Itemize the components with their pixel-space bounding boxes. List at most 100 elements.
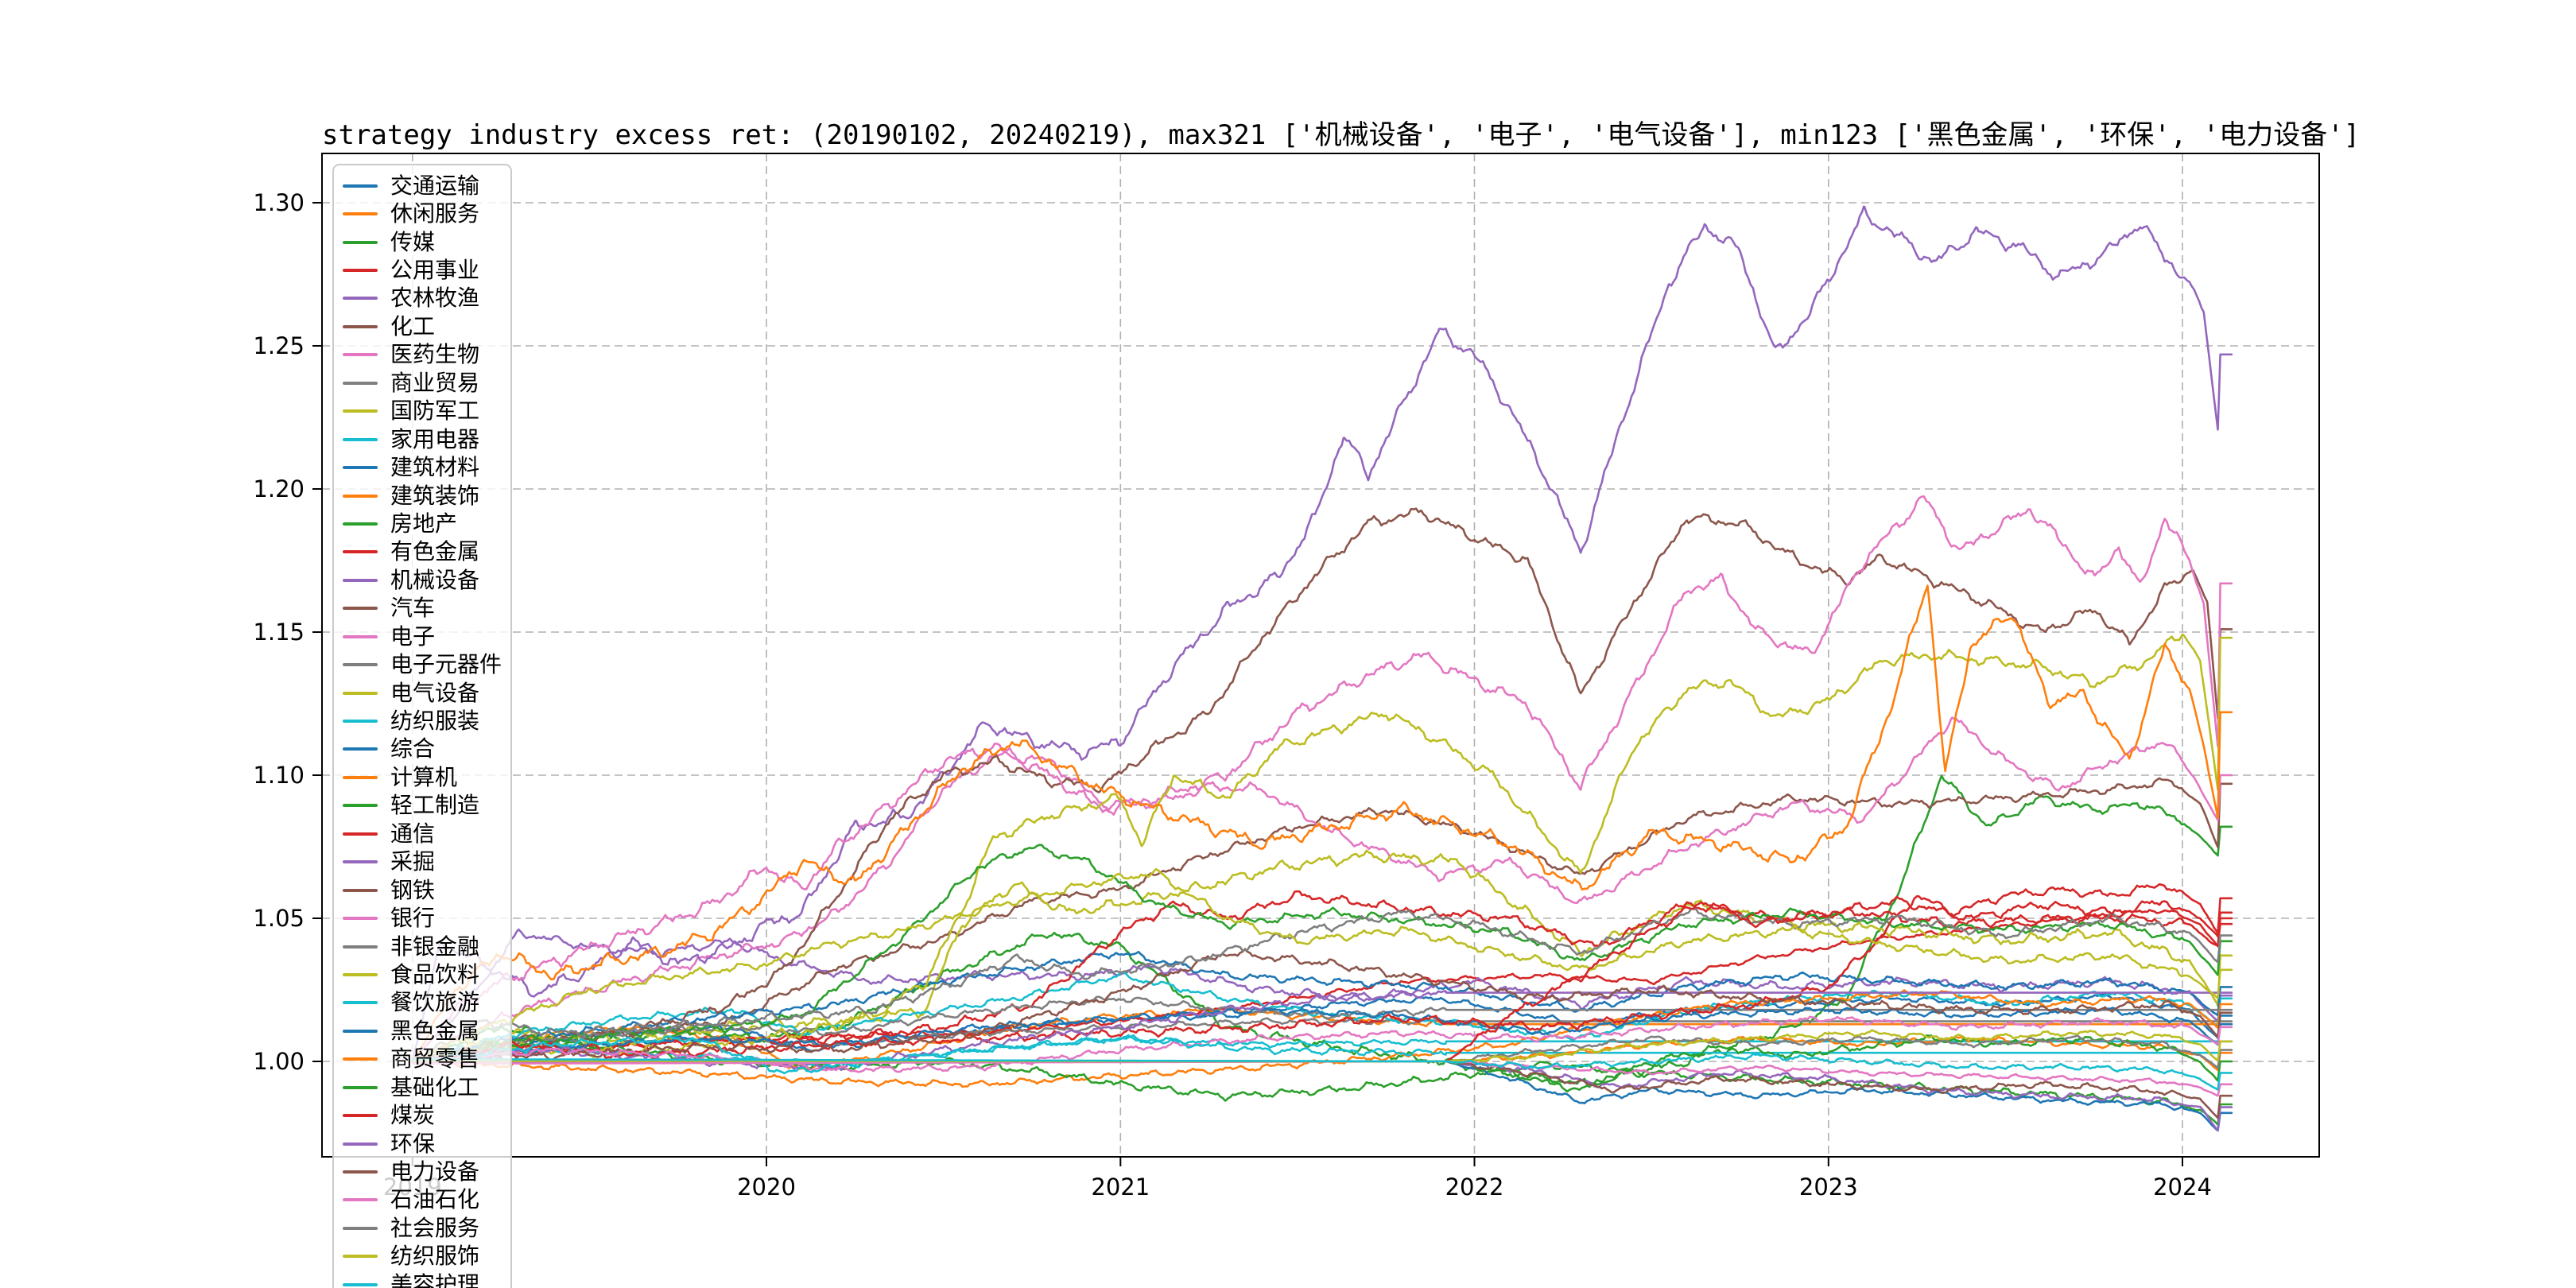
legend-label: 美容护理 bbox=[390, 1271, 480, 1288]
legend-label: 基础化工 bbox=[390, 1073, 480, 1100]
legend-label: 轻工制造 bbox=[390, 792, 480, 819]
legend-item-国防军工: 国防军工 bbox=[334, 398, 510, 425]
series-line-计算机 bbox=[411, 584, 2233, 1063]
legend-item-环保: 环保 bbox=[334, 1130, 510, 1158]
legend-line-icon bbox=[343, 1255, 378, 1259]
legend-line-icon bbox=[343, 297, 378, 301]
series-line-钢铁 bbox=[411, 948, 2233, 1065]
y-tick-label: 1.00 bbox=[253, 1048, 305, 1075]
series-line-轻工制造 bbox=[411, 844, 2233, 1063]
legend-item-商业贸易: 商业贸易 bbox=[334, 369, 510, 397]
series-line-汽车 bbox=[411, 507, 2233, 1063]
series-line-农林牧渔 bbox=[411, 928, 2233, 1063]
x-tick-label: 2021 bbox=[1091, 1174, 1150, 1201]
legend-line-icon bbox=[343, 409, 378, 413]
legend-line-icon bbox=[343, 494, 378, 498]
series-line-建筑材料 bbox=[411, 950, 2233, 1063]
y-tick-label: 1.25 bbox=[253, 332, 305, 359]
legend-item-化工: 化工 bbox=[334, 312, 510, 340]
y-tick-label: 1.30 bbox=[253, 189, 305, 216]
legend-label: 家用电器 bbox=[390, 425, 480, 452]
legend-line-icon bbox=[343, 607, 378, 611]
legend-line-icon bbox=[343, 1114, 378, 1118]
legend-item-轻工制造: 轻工制造 bbox=[334, 792, 510, 820]
legend-label: 机械设备 bbox=[390, 566, 480, 593]
legend-item-美容护理: 美容护理 bbox=[334, 1271, 510, 1288]
legend-item-休闲服务: 休闲服务 bbox=[334, 200, 510, 227]
legend-label: 煤炭 bbox=[390, 1102, 436, 1129]
series-line-国防军工 bbox=[411, 849, 2233, 1063]
legend-label: 非银金融 bbox=[390, 933, 480, 960]
series-line-非银金融 bbox=[411, 907, 2233, 1063]
legend-item-建筑材料: 建筑材料 bbox=[334, 453, 510, 481]
legend-item-建筑装饰: 建筑装饰 bbox=[334, 482, 510, 510]
legend-label: 通信 bbox=[390, 820, 436, 847]
legend-item-非银金融: 非银金融 bbox=[334, 933, 510, 960]
legend-item-餐饮旅游: 餐饮旅游 bbox=[334, 989, 510, 1017]
legend-item-有色金属: 有色金属 bbox=[334, 538, 510, 566]
legend-item-房地产: 房地产 bbox=[334, 510, 510, 537]
legend-item-基础化工: 基础化工 bbox=[334, 1073, 510, 1101]
legend-line-icon bbox=[343, 466, 378, 470]
legend-label: 商贸零售 bbox=[390, 1046, 480, 1073]
legend-line-icon bbox=[343, 269, 378, 273]
legend-line-icon bbox=[343, 212, 378, 216]
series-line-房地产 bbox=[411, 1034, 2233, 1126]
legend-item-电子: 电子 bbox=[334, 623, 510, 650]
legend-label: 电子 bbox=[390, 623, 436, 650]
legend-label: 建筑装饰 bbox=[390, 482, 480, 509]
legend-line-icon bbox=[343, 550, 378, 554]
series-line-电子 bbox=[411, 495, 2233, 1063]
legend-item-电气设备: 电气设备 bbox=[334, 679, 510, 707]
x-tick-label: 2022 bbox=[1445, 1174, 1504, 1201]
legend-line-icon bbox=[343, 972, 378, 976]
legend-line-icon bbox=[343, 634, 378, 638]
legend-line-icon bbox=[343, 1085, 378, 1089]
legend-label: 国防军工 bbox=[390, 398, 480, 425]
legend-item-纺织服装: 纺织服装 bbox=[334, 707, 510, 735]
legend-label: 休闲服务 bbox=[390, 200, 480, 227]
legend-item-家用电器: 家用电器 bbox=[334, 425, 510, 453]
legend-line-icon bbox=[343, 1170, 378, 1174]
legend-line-icon bbox=[343, 888, 378, 892]
legend-label: 有色金属 bbox=[390, 538, 480, 565]
legend-item-传媒: 传媒 bbox=[334, 228, 510, 256]
legend-item-医药生物: 医药生物 bbox=[334, 341, 510, 369]
legend-item-社会服务: 社会服务 bbox=[334, 1214, 510, 1242]
legend-label: 电子元器件 bbox=[390, 651, 502, 678]
legend-label: 交通运输 bbox=[390, 172, 480, 199]
legend-item-电力设备: 电力设备 bbox=[334, 1158, 510, 1185]
legend-label: 房地产 bbox=[390, 510, 458, 537]
legend-label: 电力设备 bbox=[390, 1158, 480, 1185]
legend-label: 银行 bbox=[390, 905, 436, 932]
legend-line-icon bbox=[343, 804, 378, 808]
legend-item-汽车: 汽车 bbox=[334, 595, 510, 623]
legend-label: 计算机 bbox=[390, 763, 458, 790]
legend-line-icon bbox=[343, 324, 378, 328]
legend-item-交通运输: 交通运输 bbox=[334, 172, 510, 200]
legend-line-icon bbox=[343, 747, 378, 751]
legend-item-煤炭: 煤炭 bbox=[334, 1101, 510, 1129]
legend-line-icon bbox=[343, 917, 378, 921]
legend-label: 纺织服饰 bbox=[390, 1243, 480, 1270]
legend-line-icon bbox=[343, 522, 378, 526]
series-line-传媒 bbox=[411, 774, 2233, 1086]
chart-title: strategy industry excess ret: (20190102,… bbox=[322, 119, 2361, 151]
legend-line-icon bbox=[343, 184, 378, 188]
legend-item-电子元器件: 电子元器件 bbox=[334, 650, 510, 678]
legend-label: 石油石化 bbox=[390, 1186, 480, 1213]
legend-line-icon bbox=[343, 578, 378, 582]
legend-item-食品饮料: 食品饮料 bbox=[334, 960, 510, 988]
legend-line-icon bbox=[343, 860, 378, 864]
legend-line-icon bbox=[343, 1282, 378, 1286]
legend: 交通运输 休闲服务 传媒 公用事业 农林牧渔 化工 医药生物 商业贸易 国防军工 家用电器 建筑材料… bbox=[332, 164, 512, 1288]
legend-item-银行: 银行 bbox=[334, 904, 510, 932]
legend-item-计算机: 计算机 bbox=[334, 763, 510, 791]
series-line-银行 bbox=[411, 1015, 2233, 1073]
legend-label: 公用事业 bbox=[390, 257, 480, 284]
legend-label: 环保 bbox=[390, 1130, 436, 1157]
legend-line-icon bbox=[343, 353, 378, 357]
legend-line-icon bbox=[343, 832, 378, 836]
